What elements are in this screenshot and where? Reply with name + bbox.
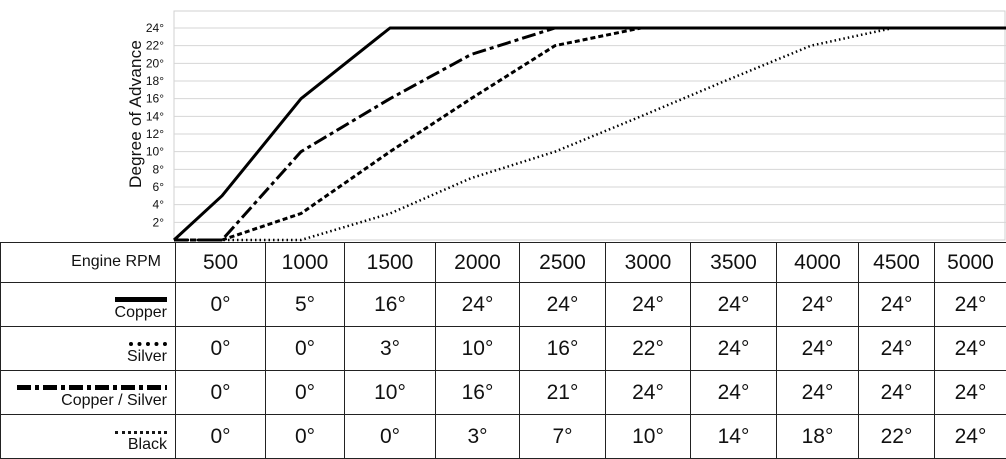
table-cell: 21° (520, 371, 606, 415)
table-cell: 0° (266, 415, 345, 459)
row-label: Black (128, 436, 167, 453)
table-cell: 0° (176, 415, 266, 459)
chart-plot: 2°4°6°8°10°12°14°16°18°20°22°24° (0, 0, 1006, 242)
table-cell: 10° (345, 371, 436, 415)
table-cell: 24° (520, 283, 606, 327)
table-cell: 7° (520, 415, 606, 459)
table-cell: 3° (436, 415, 520, 459)
y-tick-label: 8° (153, 162, 165, 176)
table-cell: 24° (606, 371, 691, 415)
table-cell: 0° (176, 371, 266, 415)
row-label: Copper (115, 304, 167, 321)
row-label-cell: Black (1, 415, 176, 459)
table-cell: 22° (859, 415, 935, 459)
row-label-cell: Copper / Silver (1, 371, 176, 415)
rpm-column-header: 3000 (606, 243, 691, 283)
table-cell: 16° (520, 327, 606, 371)
table-cell: 10° (606, 415, 691, 459)
table-cell: 0° (176, 327, 266, 371)
rpm-column-header: 4000 (777, 243, 859, 283)
table-cell: 24° (935, 327, 1006, 371)
line-style-swatch (17, 385, 167, 390)
table-cell: 18° (777, 415, 859, 459)
line-style-swatch (129, 342, 167, 346)
line-style-swatch (115, 297, 167, 302)
table-cell: 0° (176, 283, 266, 327)
advance-chart: 2°4°6°8°10°12°14°16°18°20°22°24° Degree … (0, 0, 1006, 242)
table-cell: 24° (777, 283, 859, 327)
table-cell: 24° (691, 327, 777, 371)
rpm-column-header: 2000 (436, 243, 520, 283)
y-tick-label: 2° (153, 215, 165, 229)
row-label: Copper / Silver (61, 392, 167, 409)
table-cell: 24° (691, 371, 777, 415)
rpm-column-header: 4500 (859, 243, 935, 283)
rpm-column-header: 500 (176, 243, 266, 283)
table-cell: 3° (345, 327, 436, 371)
table-cell: 0° (266, 327, 345, 371)
table-cell: 24° (777, 327, 859, 371)
table-cell: 24° (606, 283, 691, 327)
row-label-cell: Silver (1, 327, 176, 371)
table-cell: 10° (436, 327, 520, 371)
rpm-column-header: 1500 (345, 243, 436, 283)
row-label: Silver (127, 348, 167, 365)
rpm-column-header: 1000 (266, 243, 345, 283)
row-label-cell: Copper (1, 283, 176, 327)
line-style-swatch (115, 431, 167, 434)
table-cell: 16° (436, 371, 520, 415)
rpm-column-header: 3500 (691, 243, 777, 283)
y-axis-label: Degree of Advance (126, 14, 150, 214)
rpm-column-header: 2500 (520, 243, 606, 283)
table-cell: 5° (266, 283, 345, 327)
table-cell: 24° (935, 415, 1006, 459)
table-cell: 24° (859, 327, 935, 371)
table-cell: 24° (935, 283, 1006, 327)
engine-rpm-label: Engine RPM (1, 243, 176, 283)
y-tick-label: 4° (153, 198, 165, 212)
table-cell: 24° (436, 283, 520, 327)
table-cell: 24° (935, 371, 1006, 415)
table-cell: 0° (266, 371, 345, 415)
table-cell: 24° (691, 283, 777, 327)
table-cell: 22° (606, 327, 691, 371)
table-cell: 24° (777, 371, 859, 415)
rpm-column-header: 5000 (935, 243, 1006, 283)
y-tick-label: 6° (153, 180, 165, 194)
table-cell: 16° (345, 283, 436, 327)
table-cell: 14° (691, 415, 777, 459)
table-cell: 0° (345, 415, 436, 459)
table-cell: 24° (859, 371, 935, 415)
table-cell: 24° (859, 283, 935, 327)
